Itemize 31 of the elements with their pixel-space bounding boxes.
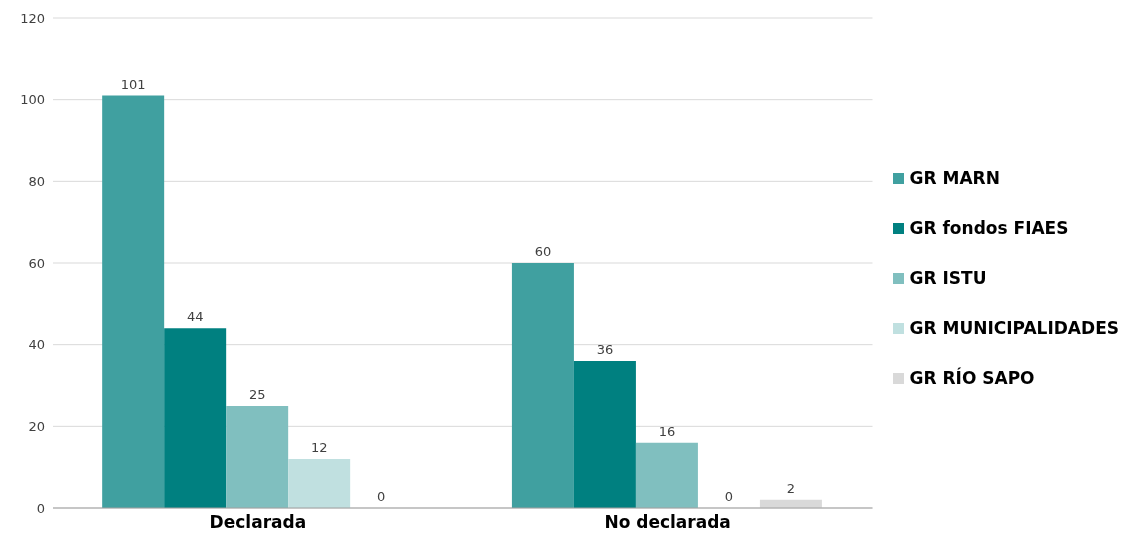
data-label: 2 xyxy=(786,480,796,496)
y-tick-label: 40 xyxy=(28,337,45,353)
bar xyxy=(635,442,698,508)
data-label: 12 xyxy=(310,440,328,455)
bar xyxy=(226,405,289,508)
x-tick-label: No declarada xyxy=(604,512,731,533)
y-tick-label: 80 xyxy=(28,173,45,189)
legend-label: GR ISTU xyxy=(909,267,987,290)
data-label: 36 xyxy=(596,342,614,357)
y-tick-label: 100 xyxy=(20,92,45,108)
y-tick-label: 0 xyxy=(36,500,45,516)
y-tick-label: 60 xyxy=(28,255,45,271)
bar xyxy=(573,361,636,508)
bar xyxy=(102,95,165,508)
data-label: 60 xyxy=(534,244,552,259)
y-tick-label: 20 xyxy=(28,418,45,434)
data-label: 101 xyxy=(120,76,146,92)
legend-label: GR MARN xyxy=(909,167,1000,190)
data-label: 44 xyxy=(186,309,204,325)
y-tick-label: 120 xyxy=(20,10,45,26)
legend-label: GR RÍO SAPO xyxy=(909,366,1035,390)
data-label: 0 xyxy=(377,488,386,504)
data-label: 0 xyxy=(724,488,734,504)
legend-label: GR MUNICIPALIDADES xyxy=(909,317,1119,340)
x-tick-label: Declarada xyxy=(209,512,307,533)
bar xyxy=(164,328,227,508)
bar xyxy=(288,459,351,508)
data-label: 25 xyxy=(248,386,266,402)
data-label: 16 xyxy=(658,423,676,439)
bar xyxy=(511,263,574,508)
legend-label: GR fondos FIAES xyxy=(909,217,1069,240)
